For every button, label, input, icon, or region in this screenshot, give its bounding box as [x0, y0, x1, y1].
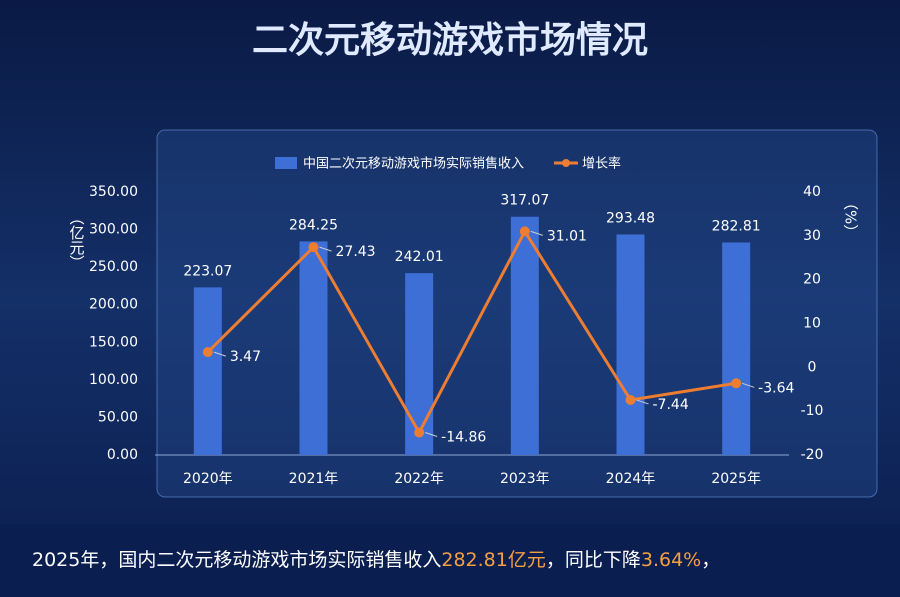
- y2-tick-label: 10: [803, 316, 821, 332]
- y-tick-label: 150.00: [89, 334, 138, 350]
- footer-highlight: 3.64%: [640, 549, 702, 571]
- line-point: [731, 378, 742, 389]
- x-tick-label: 2024年: [606, 471, 656, 487]
- footer-text: ，: [701, 549, 721, 571]
- leader: [636, 399, 649, 405]
- bar: [616, 234, 645, 455]
- leader: [530, 230, 543, 236]
- y-axis-label: （亿元）: [68, 210, 86, 270]
- y-tick-label: 50.00: [98, 409, 138, 425]
- bar-value-label: 317.07: [500, 193, 549, 209]
- line-point: [414, 427, 425, 438]
- bar-value-label: 284.25: [289, 217, 338, 233]
- y-tick-label: 100.00: [89, 372, 138, 388]
- line-point: [625, 394, 636, 405]
- line-value-label: 27.43: [336, 244, 376, 260]
- legend-label: 中国二次元移动游戏市场实际销售收入: [303, 156, 524, 172]
- bar-value-label: 223.07: [183, 263, 232, 279]
- y2-tick-label: -20: [801, 447, 824, 463]
- x-tick-label: 2022年: [394, 471, 444, 487]
- y-tick-label: 0.00: [107, 447, 138, 463]
- line-point: [202, 347, 213, 358]
- footer-text: ，同比下降: [545, 549, 641, 571]
- footer: 2025年，国内二次元移动游戏市场实际销售收入282.81亿元，同比下降3.64…: [0, 524, 900, 597]
- y2-tick-label: 40: [803, 184, 821, 200]
- y2-tick-label: 30: [803, 228, 821, 244]
- line-value-label: -14.86: [441, 429, 486, 445]
- line-point: [519, 226, 530, 237]
- y2-tick-label: 0: [808, 359, 817, 375]
- line-value-label: -3.64: [758, 380, 794, 396]
- legend-label: 增长率: [582, 156, 621, 172]
- x-tick-label: 2023年: [500, 471, 550, 487]
- y2-tick-label: 20: [803, 272, 821, 288]
- bar: [299, 241, 328, 455]
- y2-axis-label: （%）: [842, 195, 860, 239]
- x-tick-label: 2025年: [711, 471, 761, 487]
- y-tick-label: 300.00: [89, 222, 138, 238]
- y2-tick-label: -10: [801, 403, 824, 419]
- line: [206, 228, 737, 436]
- x-tick-label: 2021年: [289, 471, 339, 487]
- line-value-label: 31.01: [547, 228, 587, 244]
- leader: [213, 351, 226, 357]
- bar-value-label: 282.81: [712, 218, 761, 234]
- legend-swatch: [275, 157, 297, 169]
- leader: [425, 431, 438, 437]
- footer-highlight: 282.81亿元: [441, 549, 546, 571]
- line-value-label: -7.44: [653, 397, 689, 413]
- bar: [405, 273, 434, 455]
- leader: [742, 382, 755, 388]
- bar-value-label: 293.48: [606, 210, 655, 226]
- footer-text: 2025年，国内二次元移动游戏市场实际销售收入: [32, 549, 442, 571]
- y-tick-label: 350.00: [89, 184, 138, 200]
- line-point: [308, 242, 319, 253]
- y-tick-label: 200.00: [89, 297, 138, 313]
- chart-title: 二次元移动游戏市场情况: [252, 20, 648, 61]
- y-tick-label: 250.00: [89, 259, 138, 275]
- bar: [722, 242, 751, 455]
- line-value-label: 3.47: [230, 349, 261, 365]
- bar: [510, 216, 539, 455]
- bar-value-label: 242.01: [395, 249, 444, 265]
- x-tick-label: 2020年: [183, 471, 233, 487]
- leader: [319, 246, 332, 252]
- bar: [193, 287, 222, 455]
- legend-swatch: [562, 159, 571, 167]
